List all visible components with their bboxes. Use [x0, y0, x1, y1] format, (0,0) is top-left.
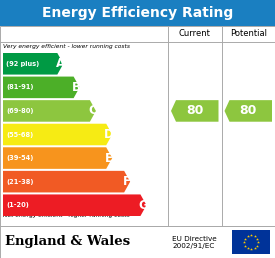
Text: F: F — [123, 175, 131, 188]
Text: (55-68): (55-68) — [6, 132, 33, 138]
Text: 80: 80 — [186, 104, 204, 117]
Text: Energy Efficiency Rating: Energy Efficiency Rating — [42, 6, 233, 20]
Bar — [0, 26, 275, 226]
Text: EU Directive: EU Directive — [172, 236, 217, 242]
Text: Very energy efficient - lower running costs: Very energy efficient - lower running co… — [3, 44, 130, 49]
Bar — [232, 230, 270, 254]
Polygon shape — [3, 77, 79, 98]
Text: 80: 80 — [240, 104, 257, 117]
Text: G: G — [139, 199, 148, 212]
Text: 2002/91/EC: 2002/91/EC — [172, 243, 214, 249]
Text: England & Wales: England & Wales — [5, 236, 130, 248]
Text: (81-91): (81-91) — [6, 84, 34, 90]
Text: (92 plus): (92 plus) — [6, 61, 39, 67]
Text: Current: Current — [179, 29, 211, 38]
Bar — [0, 0, 275, 26]
Text: C: C — [89, 104, 97, 117]
Text: Not energy efficient - higher running costs: Not energy efficient - higher running co… — [3, 213, 130, 218]
Text: E: E — [105, 151, 113, 165]
Text: (69-80): (69-80) — [6, 108, 34, 114]
Polygon shape — [3, 171, 130, 192]
Polygon shape — [3, 53, 63, 75]
Text: Potential: Potential — [230, 29, 267, 38]
Polygon shape — [171, 100, 219, 122]
Bar — [0, 226, 275, 258]
Polygon shape — [3, 147, 112, 169]
Polygon shape — [3, 100, 96, 122]
Text: D: D — [104, 128, 114, 141]
Polygon shape — [3, 124, 112, 145]
Text: B: B — [72, 81, 81, 94]
Polygon shape — [3, 195, 147, 216]
Text: (1-20): (1-20) — [6, 202, 29, 208]
Text: (39-54): (39-54) — [6, 155, 33, 161]
Polygon shape — [224, 100, 272, 122]
Text: (21-38): (21-38) — [6, 179, 34, 185]
Text: A: A — [56, 57, 65, 70]
